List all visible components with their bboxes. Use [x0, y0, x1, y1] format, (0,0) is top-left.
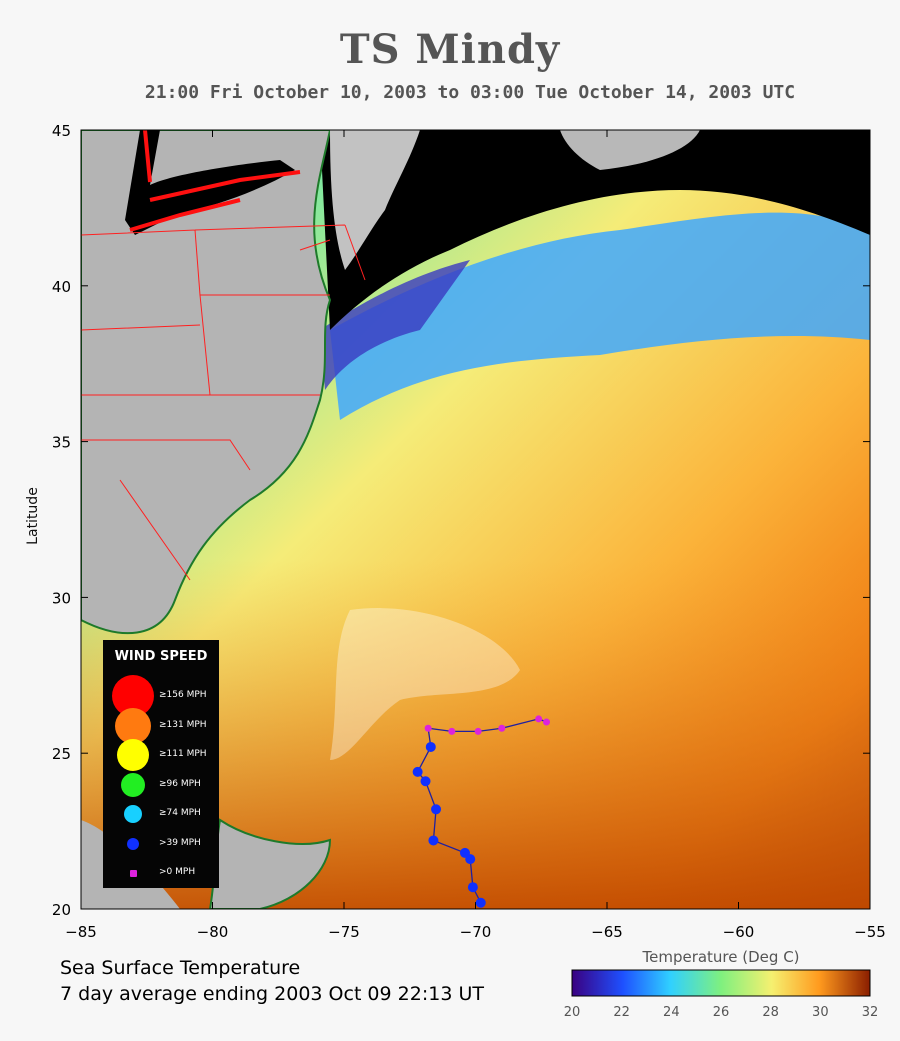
storm-track-point	[459, 847, 470, 858]
colorbar-title: Temperature (Deg C)	[642, 948, 800, 966]
storm-track-point	[467, 882, 478, 893]
colorbar-tick-label: 28	[762, 1005, 779, 1020]
legend-swatch	[117, 739, 149, 771]
legend-swatch	[127, 837, 139, 850]
legend-swatch	[129, 869, 137, 877]
colorbar-tick-label: 26	[712, 1005, 730, 1020]
colorbar-tick-label: 22	[613, 1005, 630, 1020]
storm-track-point	[498, 724, 506, 732]
legend-title: WIND SPEED	[114, 649, 208, 664]
legend-swatch	[121, 772, 145, 797]
lon-tick-label: −55	[854, 923, 886, 941]
legend-item: ≥111 MPH	[103, 739, 219, 771]
legend-label: ≥131 MPH	[159, 719, 207, 730]
cloud-cover	[330, 608, 520, 760]
lat-tick-label: 30	[52, 589, 71, 607]
y-axis-title: Latitude	[25, 487, 41, 545]
legend-item: ≥156 MPH	[103, 675, 219, 717]
lat-tick-label: 35	[52, 434, 71, 452]
lon-tick-label: −85	[65, 923, 97, 941]
storm-track-point	[535, 715, 543, 723]
cold-water-band	[330, 212, 870, 420]
storm-track-point	[475, 897, 486, 908]
lat-tick-label: 25	[52, 745, 71, 763]
wind-speed-legend: WIND SPEED ≥156 MPH ≥131 MPH ≥111 MPH ≥96 M…	[103, 640, 219, 888]
storm-track-point	[428, 835, 439, 846]
lon-tick-label: −80	[197, 923, 229, 941]
legend-swatch	[115, 707, 151, 744]
nova-scotia-land	[560, 130, 700, 170]
time-range-subtitle: 21:00 Fri October 10, 2003 to 03:00 Tue …	[144, 82, 796, 103]
legend-label: ≥96 MPH	[159, 778, 201, 789]
legend-label: ≥156 MPH	[159, 690, 207, 700]
legend-item: ≥96 MPH	[103, 771, 219, 801]
lat-tick-label: 20	[52, 901, 71, 919]
legend-label: ≥74 MPH	[159, 808, 201, 818]
storm-track-point	[448, 727, 456, 735]
axis-ticks: −85 −80 −75 −70 −65 −60 −55 45 40 35 30 25 20	[52, 122, 886, 941]
lon-tick-label: −75	[328, 923, 360, 941]
storm-track-point	[543, 718, 551, 726]
legend-swatch	[124, 805, 142, 823]
great-lakes-border	[129, 130, 301, 232]
legend-label: >39 MPH	[159, 837, 201, 848]
great-lakes	[125, 130, 295, 235]
lat-tick-label: 40	[52, 278, 71, 296]
legend-label: >0 MPH	[159, 867, 196, 877]
colorbar-tick-label: 24	[663, 1005, 680, 1020]
north-america-land	[81, 130, 332, 635]
legend-item: ≥74 MPH	[103, 800, 219, 830]
lon-tick-label: −65	[591, 923, 623, 941]
colorbar-tick-label: 32	[861, 1005, 879, 1020]
colorbar-tick-label: 30	[812, 1005, 829, 1020]
footer-period: 7 day average ending 2003 Oct 09 22:13 U…	[60, 983, 484, 1005]
state-borders	[81, 224, 366, 581]
legend-item: ≥131 MPH	[103, 707, 219, 744]
storm-track-point	[420, 776, 431, 787]
storm-track-point	[412, 766, 423, 777]
storm-track-point	[431, 804, 442, 815]
storm-track-point	[474, 727, 482, 735]
lat-tick-label: 45	[52, 122, 71, 140]
storm-track-point	[425, 741, 436, 752]
legend-label: ≥111 MPH	[159, 749, 207, 759]
legend-item: >39 MPH	[103, 830, 219, 860]
footer-product: Sea Surface Temperature	[60, 957, 301, 979]
legend-item: >0 MPH	[103, 859, 219, 889]
colorbar	[571, 969, 871, 997]
no-data-region	[320, 130, 870, 330]
cold-purple-band	[320, 260, 470, 390]
lon-tick-label: −60	[723, 923, 755, 941]
lon-tick-label: −70	[460, 923, 492, 941]
storm-track	[412, 715, 551, 908]
storm-track-point	[424, 724, 432, 732]
new-england-land	[330, 130, 420, 270]
map-title: TS Mindy	[339, 26, 561, 73]
colorbar-tick-label: 20	[563, 1005, 581, 1020]
